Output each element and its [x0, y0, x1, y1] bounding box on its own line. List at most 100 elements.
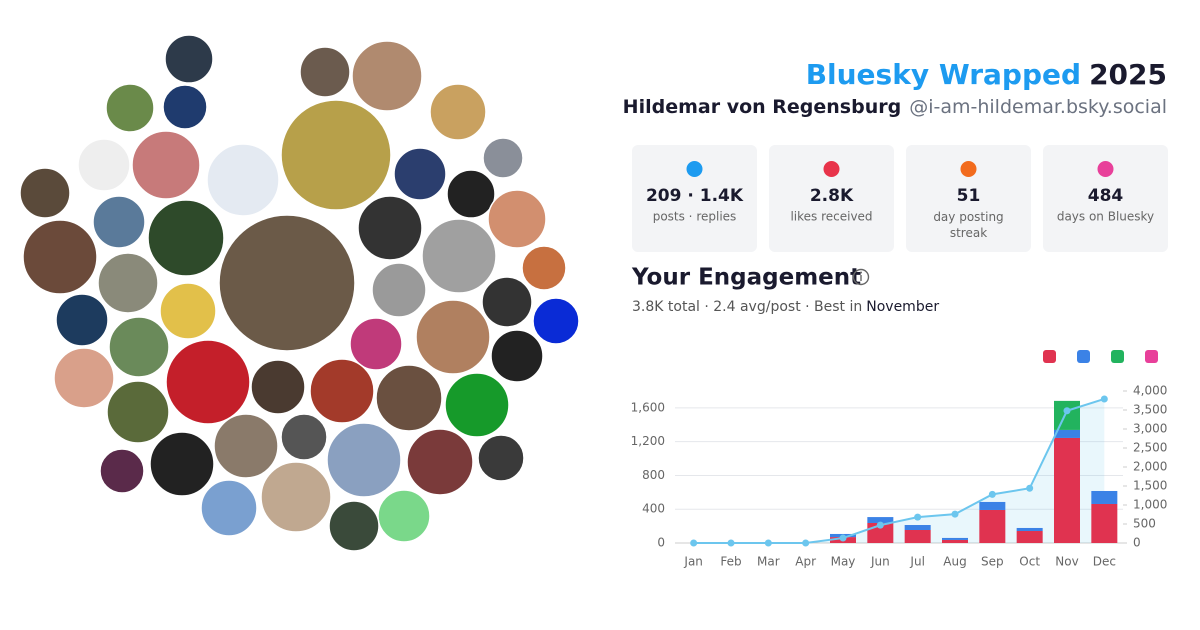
- line-point: [1063, 407, 1071, 415]
- avatar[interactable]: [521, 245, 567, 291]
- line: [693, 398, 1105, 544]
- x-tick-label: Feb: [720, 555, 741, 569]
- user-name: Hildemar von Regensburg: [623, 96, 902, 118]
- avatar[interactable]: [162, 84, 208, 130]
- avatar[interactable]: [349, 317, 403, 371]
- avatar[interactable]: [19, 167, 71, 219]
- avatar[interactable]: [375, 364, 443, 432]
- best-month: November: [866, 299, 939, 315]
- stat-icon: [823, 161, 840, 177]
- avatar[interactable]: [97, 252, 159, 314]
- stat-label: posts · replies: [653, 210, 737, 224]
- avatar[interactable]: [92, 195, 146, 249]
- bar-segment: [1054, 400, 1080, 430]
- avatar[interactable]: [221, 77, 279, 135]
- avatar[interactable]: [106, 380, 170, 444]
- y-tick-label: 1,200: [631, 434, 665, 448]
- avatar[interactable]: [421, 218, 497, 294]
- chart: 0 400 800 1,200 1,600 0 500 1,000 1,500 2,000 2,50…: [631, 350, 1167, 569]
- avatar[interactable]: [482, 137, 524, 179]
- avatar[interactable]: [280, 99, 392, 211]
- avatar[interactable]: [164, 34, 214, 84]
- avatar[interactable]: [326, 422, 402, 498]
- avatar[interactable]: [53, 347, 115, 409]
- avatar[interactable]: [131, 130, 201, 200]
- legend-icon[interactable]: [1043, 350, 1056, 363]
- avatar[interactable]: [377, 489, 431, 543]
- title: Bluesky Wrapped 2025: [806, 58, 1167, 91]
- avatar[interactable]: [77, 138, 131, 192]
- avatar[interactable]: [328, 500, 380, 552]
- avatar[interactable]: [55, 293, 109, 347]
- avatar[interactable]: [299, 46, 351, 98]
- stat-card: [769, 145, 894, 252]
- line-point: [1026, 484, 1034, 492]
- legend-icon[interactable]: [1111, 350, 1124, 363]
- avatar[interactable]: [149, 431, 215, 497]
- avatar[interactable]: [250, 359, 306, 415]
- line-point: [727, 539, 735, 547]
- bar-segment: [1054, 429, 1080, 438]
- y2-tick-label: 500: [1133, 517, 1156, 531]
- avatar[interactable]: [371, 262, 427, 318]
- avatar[interactable]: [415, 299, 491, 375]
- line-point: [988, 490, 996, 498]
- y2-tick-label: 2,000: [1133, 460, 1167, 474]
- avatar[interactable]: [213, 413, 279, 479]
- avatar[interactable]: [357, 195, 423, 261]
- avatar[interactable]: [260, 461, 332, 533]
- avatar[interactable]: [309, 358, 375, 424]
- avatar[interactable]: [487, 189, 547, 249]
- avatar[interactable]: [481, 276, 533, 328]
- y-tick-label: 1,600: [631, 400, 665, 414]
- legend-icon[interactable]: [1145, 350, 1158, 363]
- avatar[interactable]: [22, 219, 98, 295]
- y2-tick-label: 1,500: [1133, 479, 1167, 493]
- legend-icon[interactable]: [1077, 350, 1090, 363]
- avatar[interactable]: [406, 428, 474, 496]
- avatar[interactable]: [165, 339, 251, 425]
- avatar[interactable]: [159, 282, 217, 340]
- avatar[interactable]: [105, 83, 155, 133]
- avatar[interactable]: [477, 434, 525, 482]
- user: Hildemar von Regensburg @i-am-hildemar.bs…: [623, 96, 1167, 118]
- x-tick-label: Nov: [1055, 555, 1078, 569]
- line-point: [764, 539, 772, 547]
- stat-card: [906, 145, 1031, 252]
- line-point: [839, 534, 847, 542]
- x-tick-label: Apr: [795, 555, 816, 569]
- bar-segment: [979, 501, 1006, 510]
- bar-segment: [1091, 490, 1118, 504]
- info-icon[interactable]: [852, 268, 870, 286]
- avatar[interactable]: [393, 147, 447, 201]
- x-tick-label: Jul: [909, 555, 924, 569]
- avatar[interactable]: [99, 448, 145, 494]
- avatar[interactable]: [351, 40, 423, 112]
- bar-segment: [1016, 531, 1043, 543]
- summary-text: 3.8K total · 2.4 avg/post · Best in: [632, 299, 862, 315]
- avatar[interactable]: [221, 38, 263, 80]
- avatar[interactable]: [206, 143, 280, 217]
- avatar[interactable]: [147, 199, 225, 277]
- line-point: [1100, 395, 1108, 403]
- line-point: [876, 521, 884, 529]
- avatar-cluster: [19, 34, 580, 552]
- x-tick-label: Aug: [943, 555, 966, 569]
- stat-value: 209 · 1.4K: [646, 186, 744, 206]
- avatar[interactable]: [446, 169, 496, 219]
- avatar[interactable]: [429, 83, 487, 141]
- avatar[interactable]: [280, 413, 328, 461]
- y2-tick-label: 3,500: [1133, 403, 1167, 417]
- stat-label: day posting streak: [933, 210, 1003, 240]
- avatar[interactable]: [490, 329, 544, 383]
- x-tick-label: May: [831, 555, 856, 569]
- avatar[interactable]: [532, 297, 580, 345]
- summary: 3.8K total · 2.4 avg/post · Best in Novem…: [632, 299, 939, 315]
- y-tick-label: 0: [657, 536, 665, 550]
- avatar[interactable]: [108, 316, 170, 378]
- avatar[interactable]: [200, 479, 258, 537]
- avatar[interactable]: [444, 372, 510, 438]
- avatar[interactable]: [218, 214, 356, 352]
- line-point: [914, 513, 922, 521]
- user-handle[interactable]: @i-am-hildemar.bsky.social: [909, 96, 1167, 118]
